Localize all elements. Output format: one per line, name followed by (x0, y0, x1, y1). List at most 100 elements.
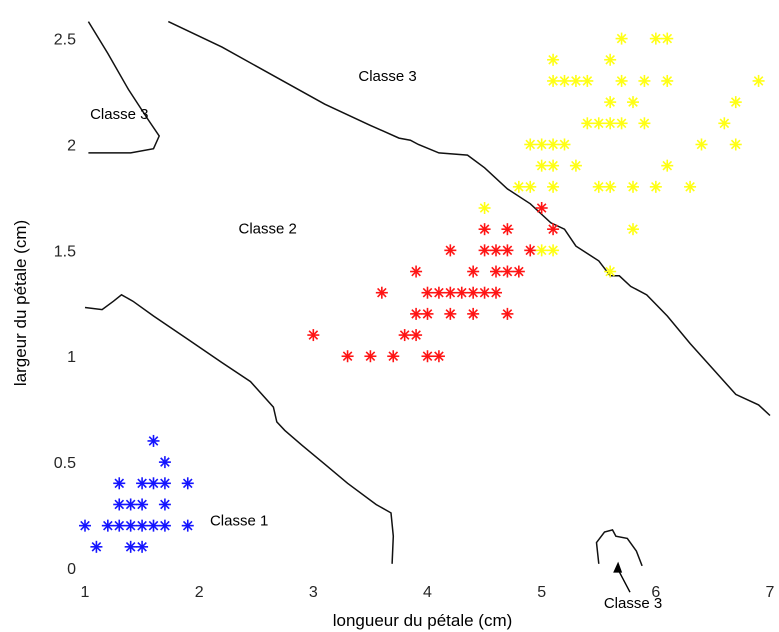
data-point (535, 202, 548, 214)
data-point (604, 53, 617, 66)
data-point (158, 519, 171, 532)
data-point (512, 265, 525, 278)
data-point (307, 329, 320, 342)
data-point (124, 519, 137, 532)
data-point (547, 159, 560, 172)
x-tick-label: 2 (195, 584, 204, 601)
data-point (490, 265, 502, 278)
data-point (684, 180, 697, 193)
data-point (604, 265, 617, 278)
data-point (627, 96, 639, 109)
data-point (410, 329, 423, 342)
x-tick-label: 1 (81, 584, 90, 601)
data-point (398, 329, 411, 342)
x-tick-label: 7 (766, 584, 775, 601)
region-label: Classe 3 (90, 106, 148, 123)
data-point (467, 307, 480, 320)
data-point (615, 74, 628, 87)
data-point (501, 223, 514, 236)
data-point (467, 286, 480, 299)
axis-ticks: 1 2 3 4 5 6 7 0 0.5 1 1.5 2 2.5 (54, 32, 775, 601)
y-axis-label: largeur du pétale (cm) (11, 220, 30, 386)
data-point (136, 498, 149, 511)
data-point (124, 498, 137, 511)
data-point (569, 74, 582, 87)
data-point (661, 159, 674, 172)
data-point (124, 540, 137, 553)
data-point (181, 519, 194, 532)
y-tick-label: 2 (67, 137, 76, 154)
data-point (101, 519, 114, 532)
data-point (478, 244, 491, 257)
data-point (695, 138, 708, 151)
decision-boundary-2 (167, 20, 771, 417)
data-point (136, 540, 149, 553)
annotation-arrow-line (617, 569, 631, 593)
y-tick-label: 1.5 (54, 243, 76, 260)
data-point (535, 138, 548, 151)
data-point (478, 202, 491, 214)
data-point (444, 244, 457, 257)
data-point (113, 519, 126, 532)
y-tick-label: 1 (67, 349, 76, 366)
data-point (638, 74, 651, 87)
data-point (490, 286, 502, 299)
data-point (604, 180, 617, 193)
data-point (592, 180, 605, 193)
data-point (147, 519, 160, 532)
data-point (649, 32, 662, 45)
data-point (501, 244, 514, 257)
decision-boundary-4 (595, 529, 643, 567)
data-point (444, 307, 457, 320)
data-point (649, 180, 662, 193)
data-point (158, 456, 171, 469)
data-point (729, 96, 742, 109)
x-tick-label: 6 (651, 584, 660, 601)
data-point (421, 286, 434, 299)
data-point (147, 434, 160, 447)
data-point (627, 180, 639, 193)
annotation-arrow-head (613, 561, 623, 573)
data-point (547, 53, 560, 66)
data-point (478, 223, 491, 236)
data-point (524, 244, 537, 257)
data-point (627, 223, 639, 236)
data-point (136, 477, 149, 490)
data-point (604, 117, 617, 130)
data-point (410, 307, 423, 320)
data-point (547, 138, 560, 151)
data-point (147, 477, 160, 490)
region-label: Classe 2 (238, 220, 296, 237)
y-tick-label: 0 (67, 561, 76, 578)
data-point (364, 350, 377, 363)
decision-boundary-1 (84, 293, 395, 564)
data-point (524, 180, 537, 193)
data-point (478, 286, 491, 299)
data-point (113, 498, 126, 511)
data-point (718, 117, 731, 130)
data-point (547, 180, 560, 193)
data-point (581, 74, 594, 87)
data-point (547, 223, 560, 236)
data-points (79, 32, 765, 553)
data-point (490, 244, 502, 257)
data-point (558, 74, 571, 87)
data-point (501, 307, 514, 320)
decision-boundaries (84, 20, 771, 567)
data-point (375, 286, 388, 299)
data-point (615, 32, 628, 45)
data-point (638, 117, 651, 130)
data-point (79, 519, 91, 532)
data-point (569, 159, 582, 172)
data-point (90, 540, 103, 553)
data-point (181, 477, 194, 490)
data-point (432, 286, 445, 299)
data-point (501, 265, 514, 278)
data-point (136, 519, 149, 532)
data-point (341, 350, 354, 363)
data-point (455, 286, 468, 299)
data-point (615, 117, 628, 130)
data-point (524, 138, 537, 151)
data-point (752, 74, 765, 87)
